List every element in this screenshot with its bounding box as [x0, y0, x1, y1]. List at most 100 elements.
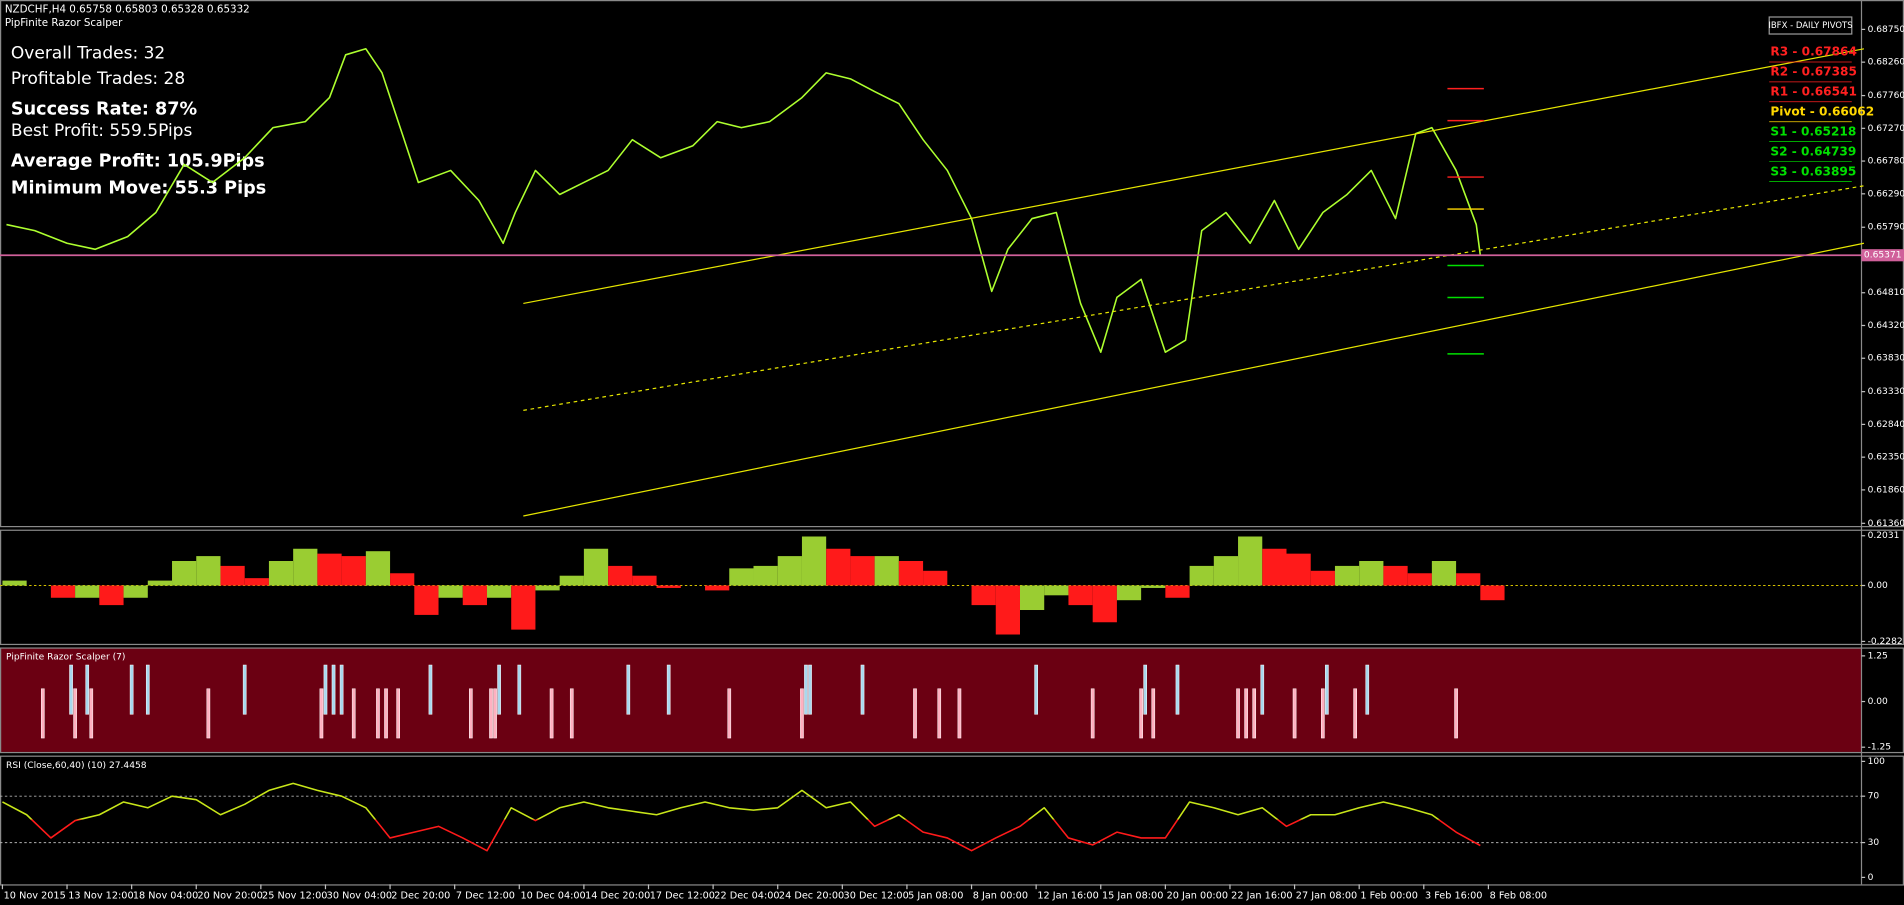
y-tick-label: 0.62350 [1868, 453, 1904, 463]
indicator-name: PipFinite Razor Scalper [5, 17, 123, 29]
histogram-bar [898, 561, 924, 586]
signal-bar [1454, 688, 1458, 739]
signal-bar [489, 688, 493, 739]
signal-bar [1292, 688, 1297, 739]
stat-text: Overall Trades: 32 [11, 43, 165, 63]
histogram-bar [1092, 585, 1117, 623]
histogram-bar [777, 556, 802, 586]
histogram-bar [147, 580, 173, 586]
signal-bar [331, 664, 336, 715]
signal-bar [242, 664, 247, 715]
histogram-bar [1116, 585, 1142, 601]
y-tick-label: 0.2031 [1868, 531, 1900, 541]
histogram-bar [1068, 585, 1093, 606]
pivot-label: R2 - 0.67385 [1770, 65, 1856, 79]
histogram-bar [1456, 573, 1481, 586]
histogram-bar [220, 565, 245, 586]
x-tick-label: 3 Feb 16:00 [1425, 890, 1482, 901]
y-tick-label: 0.61360 [1868, 519, 1904, 529]
signal-bar [1090, 688, 1095, 739]
histogram-bar [995, 585, 1020, 635]
histogram-bar [850, 556, 875, 586]
pivot-label: S1 - 0.65218 [1770, 124, 1856, 138]
signal-bar [1236, 688, 1240, 739]
pivot-label: R3 - 0.67864 [1770, 45, 1856, 59]
histogram-bar [559, 575, 584, 586]
histogram-bar [50, 585, 76, 598]
channel-line [523, 242, 1865, 517]
histogram-bar [1286, 553, 1311, 586]
histogram-bar [1019, 585, 1045, 611]
histogram-bar [390, 573, 415, 586]
histogram-bar [2, 580, 27, 586]
y-tick-label: 0.64320 [1868, 321, 1904, 331]
histogram-bar [1141, 585, 1166, 588]
histogram-bar [1165, 585, 1190, 598]
y-tick-label: 0.00 [1868, 581, 1888, 591]
signal-bar [85, 664, 90, 715]
histogram-bar [1213, 556, 1239, 586]
histogram-bar [1262, 548, 1287, 586]
signal-bar [937, 688, 942, 739]
pivot-label: S3 - 0.63895 [1770, 164, 1856, 178]
histogram-bar [511, 585, 536, 630]
x-tick-label: 14 Dec 20:00 [585, 890, 650, 901]
histogram-bar [99, 585, 124, 606]
signal-bar [1321, 688, 1325, 739]
signal-bar [323, 664, 328, 715]
histogram-bar [365, 551, 391, 586]
x-tick-label: 22 Jan 16:00 [1231, 890, 1292, 901]
signal-bar [808, 664, 812, 715]
y-tick-label: 30 [1868, 838, 1880, 848]
x-tick-label: 20 Nov 20:00 [197, 890, 262, 901]
y-tick-label: 0.61860 [1868, 485, 1904, 495]
x-tick-label: 1 Feb 00:00 [1360, 890, 1417, 901]
signal-bar [206, 688, 211, 739]
histogram-bar [801, 536, 827, 586]
histogram-bar [1044, 585, 1069, 596]
x-tick-label: 20 Jan 00:00 [1167, 890, 1228, 901]
histogram-bar [753, 565, 778, 586]
histogram-bar [486, 585, 512, 598]
signal-bar [569, 688, 574, 739]
signal-bar [517, 664, 522, 715]
histogram-bar [1431, 561, 1457, 586]
histogram-bar [438, 585, 463, 598]
signal-bar [40, 688, 45, 739]
pane-frame [0, 647, 1904, 754]
x-tick-label: 17 Dec 12:00 [650, 890, 715, 901]
histogram-bar [317, 553, 342, 586]
histogram-bar [1480, 585, 1505, 601]
y-tick-label: 0.67270 [1868, 124, 1904, 134]
stat-text: Success Rate: 87% [11, 99, 198, 119]
histogram-bar [172, 561, 197, 586]
x-tick-label: 18 Nov 04:00 [133, 890, 198, 901]
pane-background [0, 647, 1862, 752]
y-tick-label: 0.68260 [1868, 58, 1904, 68]
x-tick-label: 22 Dec 04:00 [714, 890, 779, 901]
y-tick-label: 0.63330 [1868, 387, 1904, 397]
signal-bar [800, 688, 804, 739]
x-tick-label: 2 Dec 20:00 [391, 890, 450, 901]
y-tick-label: -0.2282 [1868, 637, 1903, 647]
price-line [2, 782, 1481, 852]
pane-title: RSI (Close,60,40) (10) 27.4458 [6, 761, 147, 771]
x-tick-label: 8 Jan 00:00 [973, 890, 1028, 901]
pane-title: PipFinite Razor Scalper (7) [6, 653, 125, 663]
signal-bar [1365, 664, 1370, 715]
histogram-bar [923, 570, 948, 586]
signal-bar [860, 664, 865, 715]
stat-text: Profitable Trades: 28 [11, 69, 185, 89]
signal-bar [319, 688, 324, 739]
signal-bar [497, 664, 501, 715]
signal-bar [351, 688, 356, 739]
channel-line [523, 185, 1865, 411]
signal-bar [376, 688, 380, 739]
y-tick-label: 0.67760 [1868, 91, 1904, 101]
histogram-bar [341, 556, 366, 586]
signal-bar [1151, 688, 1156, 739]
signal-bar [1260, 664, 1265, 715]
pivot-box [1768, 16, 1853, 35]
